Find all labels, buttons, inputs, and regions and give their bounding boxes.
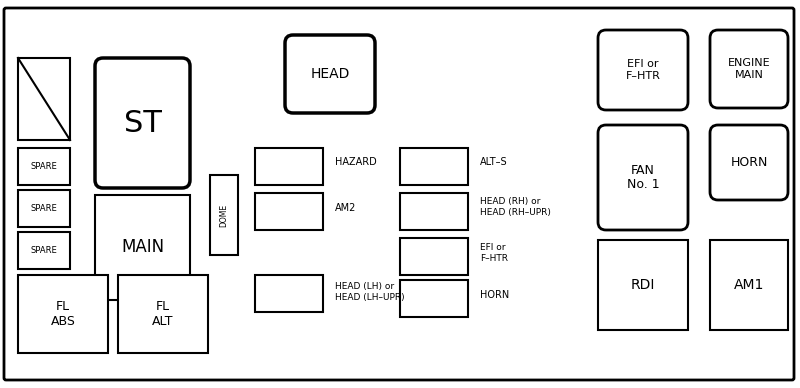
Bar bbox=[598, 240, 688, 330]
Text: HAZARD: HAZARD bbox=[335, 157, 377, 167]
Text: SPARE: SPARE bbox=[30, 162, 58, 171]
Text: HEAD (LH) or
HEAD (LH–UPR): HEAD (LH) or HEAD (LH–UPR) bbox=[335, 282, 405, 302]
Bar bbox=[18, 232, 70, 269]
Bar bbox=[255, 275, 323, 312]
Bar bbox=[18, 190, 70, 227]
Bar bbox=[400, 148, 468, 185]
Text: HEAD: HEAD bbox=[310, 67, 350, 81]
Text: SPARE: SPARE bbox=[30, 246, 58, 255]
Text: EFI or
F–HTR: EFI or F–HTR bbox=[480, 243, 508, 263]
Text: MAIN: MAIN bbox=[121, 239, 164, 256]
Text: FL
ALT: FL ALT bbox=[152, 300, 174, 328]
Bar bbox=[255, 193, 323, 230]
Bar bbox=[400, 238, 468, 275]
Bar bbox=[18, 275, 108, 353]
Bar bbox=[210, 175, 238, 255]
Bar bbox=[18, 58, 70, 140]
Bar bbox=[95, 195, 190, 300]
Bar bbox=[18, 148, 70, 185]
FancyBboxPatch shape bbox=[598, 30, 688, 110]
Text: FAN
No. 1: FAN No. 1 bbox=[626, 163, 659, 192]
FancyBboxPatch shape bbox=[598, 125, 688, 230]
Bar bbox=[400, 280, 468, 317]
Text: AM2: AM2 bbox=[335, 203, 356, 213]
FancyBboxPatch shape bbox=[285, 35, 375, 113]
Bar bbox=[118, 275, 208, 353]
Text: HORN: HORN bbox=[480, 290, 510, 300]
Text: ENGINE
MAIN: ENGINE MAIN bbox=[728, 58, 770, 80]
Bar bbox=[255, 148, 323, 185]
Text: AM1: AM1 bbox=[734, 278, 764, 292]
Text: ALT–S: ALT–S bbox=[480, 157, 508, 167]
Text: RDI: RDI bbox=[631, 278, 655, 292]
Text: DOME: DOME bbox=[219, 203, 229, 227]
FancyBboxPatch shape bbox=[95, 58, 190, 188]
Text: SPARE: SPARE bbox=[30, 204, 58, 213]
FancyBboxPatch shape bbox=[710, 30, 788, 108]
Bar bbox=[710, 240, 788, 330]
Text: ST: ST bbox=[123, 109, 162, 137]
Bar bbox=[400, 193, 468, 230]
Text: FL
ABS: FL ABS bbox=[50, 300, 75, 328]
FancyBboxPatch shape bbox=[4, 8, 794, 380]
FancyBboxPatch shape bbox=[710, 125, 788, 200]
Text: HORN: HORN bbox=[730, 156, 768, 169]
Text: EFI or
F–HTR: EFI or F–HTR bbox=[626, 59, 661, 81]
Text: HEAD (RH) or
HEAD (RH–UPR): HEAD (RH) or HEAD (RH–UPR) bbox=[480, 197, 551, 217]
